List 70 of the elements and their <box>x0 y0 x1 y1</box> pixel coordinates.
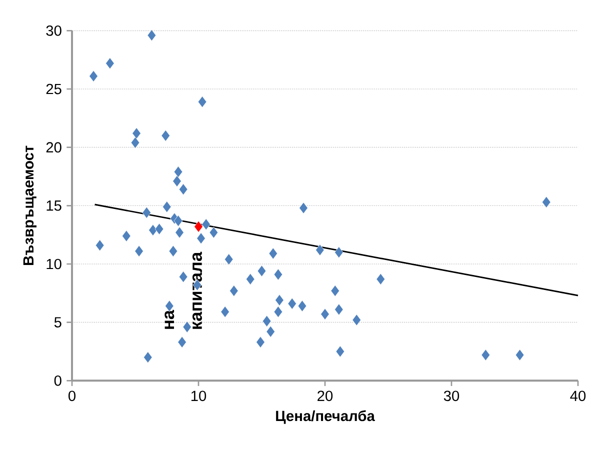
point <box>316 244 324 256</box>
point <box>202 218 210 230</box>
point <box>134 245 144 257</box>
point <box>266 326 275 338</box>
point <box>246 273 255 285</box>
y-tick-label: 30 <box>46 25 62 36</box>
point <box>275 294 284 306</box>
point <box>268 248 278 260</box>
point <box>196 232 206 244</box>
point <box>194 220 203 232</box>
x-tick-label: 20 <box>318 390 333 402</box>
point <box>256 336 265 348</box>
point <box>174 166 183 178</box>
x-tick-label: 40 <box>570 390 586 402</box>
point <box>262 315 272 327</box>
x-tick-label: 10 <box>191 390 206 402</box>
point <box>542 196 551 208</box>
point <box>481 349 490 361</box>
point <box>95 240 104 252</box>
y-tick-label: 0 <box>54 375 62 386</box>
point <box>174 215 183 227</box>
annotation: на <box>164 310 174 329</box>
point <box>148 224 158 236</box>
y-tick-label: 25 <box>46 84 62 94</box>
point <box>175 226 184 238</box>
y-axis-title: Възвръщаемост <box>23 146 36 266</box>
point <box>142 206 152 218</box>
point <box>334 246 344 258</box>
point <box>154 223 164 235</box>
point <box>144 352 152 364</box>
point <box>298 300 307 312</box>
y-tick-label: 20 <box>46 142 62 153</box>
point <box>515 349 524 361</box>
point <box>224 254 234 266</box>
point <box>182 321 192 333</box>
point <box>161 130 170 142</box>
point <box>274 306 283 318</box>
x-tick-label: 0 <box>68 390 76 402</box>
point <box>132 128 141 140</box>
point <box>178 184 188 196</box>
point <box>162 201 172 213</box>
point <box>288 298 297 310</box>
annotation: капитала <box>192 252 202 329</box>
point <box>274 268 283 280</box>
point <box>198 96 207 108</box>
point <box>172 175 182 187</box>
point <box>334 304 344 316</box>
point <box>106 58 114 70</box>
point <box>330 285 340 297</box>
point <box>320 308 330 320</box>
point <box>336 346 345 358</box>
point <box>376 273 386 285</box>
x-tick-label: 30 <box>444 390 460 402</box>
point <box>230 285 238 297</box>
point <box>220 306 230 318</box>
point <box>130 136 140 148</box>
point <box>209 226 218 238</box>
point <box>122 230 131 242</box>
y-tick-label: 5 <box>54 317 62 328</box>
point <box>147 30 156 42</box>
point <box>352 314 362 326</box>
y-tick-label: 10 <box>46 258 62 270</box>
y-tick-label: 15 <box>46 200 62 211</box>
x-axis-title: Цена/печалба <box>276 410 375 424</box>
point <box>299 202 308 214</box>
point <box>178 336 186 348</box>
point <box>178 271 188 283</box>
point <box>89 70 98 82</box>
point <box>257 265 266 277</box>
point <box>168 245 178 257</box>
